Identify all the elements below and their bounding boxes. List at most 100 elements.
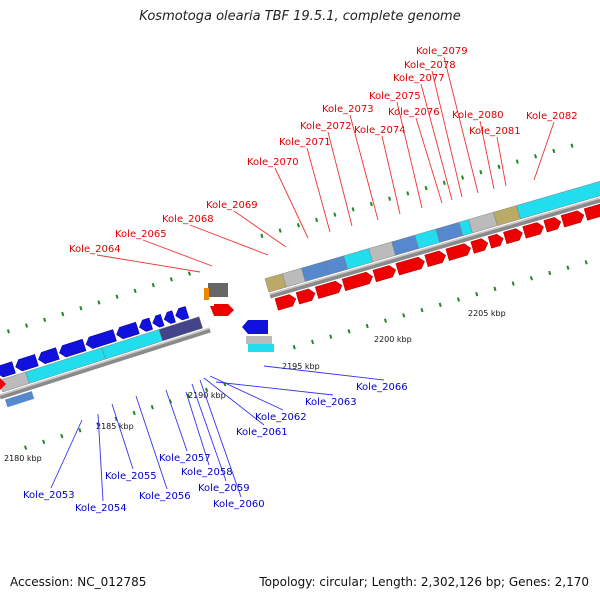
forward-gene-arrow bbox=[487, 233, 504, 249]
tick-mark-bottom bbox=[402, 313, 406, 318]
forward-gene-label: Kole_2068 bbox=[162, 214, 214, 225]
tick-mark-top bbox=[515, 159, 519, 164]
reverse-gene-arrow bbox=[38, 347, 60, 365]
forward-label-leader bbox=[189, 224, 269, 256]
forward-gene-label: Kole_2071 bbox=[279, 137, 331, 148]
tick-mark-top bbox=[570, 143, 574, 148]
forward-gene-label: Kole_2070 bbox=[247, 157, 299, 168]
tick-mark-bottom bbox=[383, 318, 388, 323]
forward-gene-arrow bbox=[470, 238, 489, 254]
forward-gene-arrow bbox=[295, 288, 316, 305]
forward-gene-arrow bbox=[395, 256, 425, 276]
forward-gene-arrow bbox=[210, 306, 214, 316]
forward-label-leader bbox=[496, 136, 507, 187]
reverse-gene-label: Kole_2059 bbox=[198, 483, 250, 494]
tick-mark-top bbox=[442, 180, 446, 186]
forward-gene-label: Kole_2076 bbox=[388, 107, 440, 118]
reverse-gene-arrow bbox=[175, 306, 190, 321]
reverse-gene-arrow bbox=[0, 361, 16, 378]
reverse-label-leader bbox=[209, 375, 284, 411]
reverse-label-leader bbox=[50, 419, 83, 489]
tick-mark-top bbox=[424, 185, 428, 191]
tick-mark-top bbox=[296, 223, 300, 228]
tick-mark-top bbox=[315, 217, 319, 223]
forward-label-leader bbox=[415, 117, 443, 204]
forward-gene-label: Kole_2082 bbox=[526, 111, 578, 122]
reverse-label-leader bbox=[165, 389, 188, 452]
forward-label-leader bbox=[306, 147, 331, 233]
tick-mark-top bbox=[133, 288, 137, 294]
forward-label-leader bbox=[479, 120, 495, 190]
reverse-gene-label: Kole_2058 bbox=[181, 467, 233, 478]
forward-gene-arrow bbox=[314, 280, 343, 299]
tick-mark-top bbox=[333, 212, 337, 217]
tick-mark-bottom bbox=[420, 307, 424, 313]
reverse-label-leader bbox=[191, 383, 227, 482]
reverse-gene-arrow bbox=[15, 354, 39, 372]
tick-mark-bottom bbox=[566, 265, 570, 270]
tick-mark-bottom bbox=[548, 270, 552, 276]
forward-gene-arrow bbox=[543, 217, 562, 233]
tick-mark-bottom bbox=[365, 323, 369, 329]
tick-mark-top bbox=[43, 317, 47, 322]
reverse-label-leader bbox=[263, 365, 385, 381]
tick-mark-top bbox=[24, 323, 29, 328]
feature-track-block bbox=[248, 344, 274, 352]
tick-mark-bottom bbox=[186, 393, 191, 398]
forward-label-leader bbox=[233, 210, 287, 248]
feature-track-block bbox=[158, 316, 203, 342]
tick-mark-bottom bbox=[60, 433, 64, 439]
forward-gene-label: Kole_2072 bbox=[300, 121, 352, 132]
genome-backbone-highlight bbox=[269, 197, 600, 296]
reverse-gene-arrow bbox=[139, 317, 153, 332]
reverse-gene-label: Kole_2063 bbox=[305, 397, 357, 408]
tick-mark-bottom bbox=[311, 339, 315, 345]
tick-mark-bottom bbox=[150, 404, 154, 410]
tick-mark-top bbox=[61, 311, 65, 317]
tick-mark-bottom bbox=[584, 260, 588, 265]
tick-mark-top bbox=[369, 201, 373, 207]
forward-label-leader bbox=[96, 254, 201, 273]
scale-tick-label: 2205 kbp bbox=[468, 309, 506, 318]
feature-track-block bbox=[516, 180, 600, 220]
forward-label-leader bbox=[349, 114, 379, 221]
feature-track-block bbox=[5, 391, 35, 408]
tick-mark-top bbox=[479, 169, 483, 175]
tick-mark-top bbox=[79, 306, 83, 311]
forward-gene-label: Kole_2077 bbox=[393, 73, 445, 84]
forward-label-leader bbox=[420, 83, 453, 201]
tick-mark-top bbox=[461, 175, 465, 180]
forward-gene-arrow bbox=[0, 378, 6, 390]
forward-gene-label: Kole_2081 bbox=[469, 126, 521, 137]
forward-label-leader bbox=[533, 121, 555, 181]
feature-track-block bbox=[246, 336, 272, 344]
reverse-gene-arrow bbox=[163, 310, 176, 324]
forward-gene-label: Kole_2074 bbox=[354, 125, 406, 136]
tick-mark-bottom bbox=[347, 329, 351, 334]
tick-mark-top bbox=[115, 294, 119, 299]
scale-tick-label: 2200 kbp bbox=[374, 335, 412, 344]
tick-mark-top bbox=[187, 271, 192, 276]
reverse-gene-label: Kole_2062 bbox=[255, 412, 307, 423]
forward-label-leader bbox=[431, 70, 463, 198]
tick-mark-top bbox=[151, 282, 155, 288]
forward-label-leader bbox=[142, 239, 213, 267]
tick-mark-bottom bbox=[329, 334, 333, 339]
reverse-gene-label: Kole_2053 bbox=[23, 490, 75, 501]
forward-gene-label: Kole_2075 bbox=[369, 91, 421, 102]
forward-gene-arrow bbox=[522, 222, 544, 239]
genome-backbone-highlight bbox=[0, 327, 210, 397]
forward-gene-arrow bbox=[372, 265, 397, 283]
forward-gene-arrow bbox=[274, 294, 297, 311]
forward-gene-arrow bbox=[503, 228, 523, 245]
forward-gene-arrow bbox=[445, 243, 471, 261]
reverse-gene-label: Kole_2054 bbox=[75, 503, 127, 514]
reverse-gene-arrow bbox=[85, 329, 117, 349]
reverse-label-leader bbox=[203, 377, 265, 426]
scale-tick-label: 2180 kbp bbox=[4, 454, 42, 463]
gap-feature-block bbox=[208, 283, 228, 297]
reverse-gene-label: Kole_2061 bbox=[236, 427, 288, 438]
tick-mark-top bbox=[388, 196, 392, 201]
genome-summary-text: Topology: circular; Length: 2,302,126 bp… bbox=[259, 575, 589, 589]
